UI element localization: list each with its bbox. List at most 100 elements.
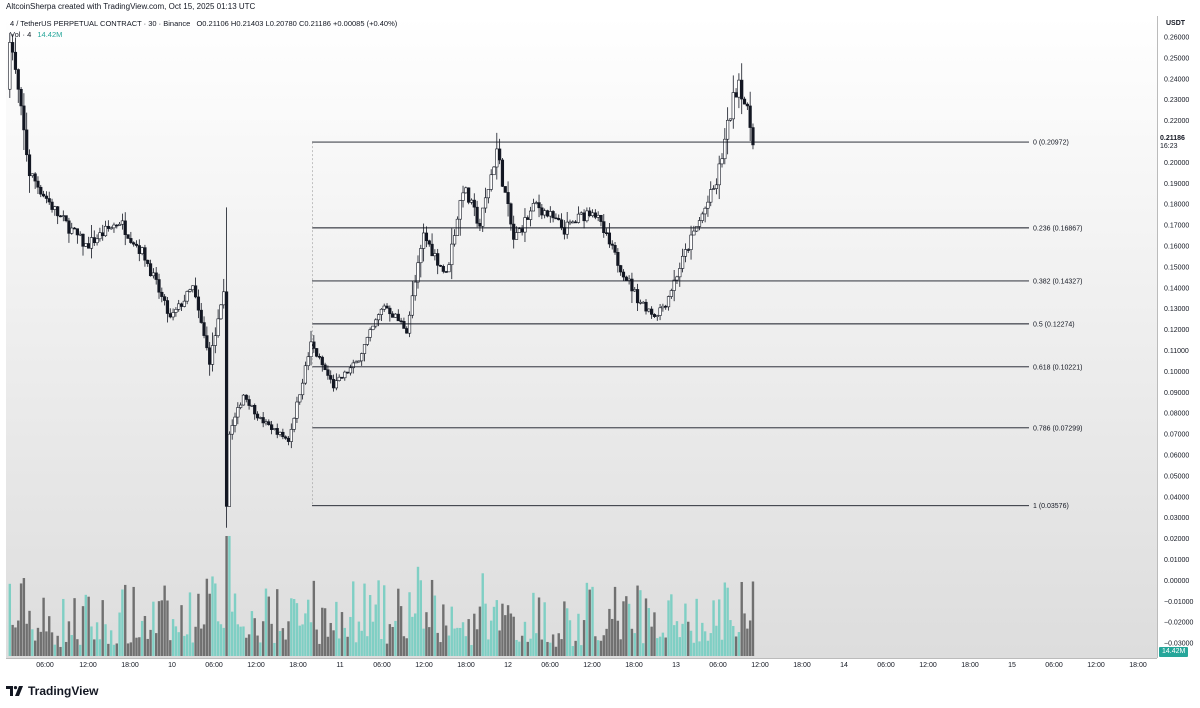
candle-body: [92, 237, 96, 244]
volume-bar: [115, 643, 118, 656]
volume-bar: [391, 626, 394, 656]
candle-body: [126, 234, 130, 239]
volume-bar: [8, 583, 12, 656]
candle-body: [87, 243, 91, 249]
chart-pane[interactable]: [6, 16, 1157, 672]
volume-bar: [276, 589, 279, 656]
volume-bar: [357, 621, 361, 656]
volume-bar: [374, 604, 377, 656]
price-tick-label: 0.04000: [1164, 494, 1189, 501]
currency-unit[interactable]: USDT: [1166, 20, 1186, 27]
candle-body: [56, 206, 60, 217]
candle-body: [509, 203, 513, 225]
candle-body: [745, 103, 749, 107]
candle-body: [171, 312, 175, 318]
symbol-legend: 4 / TetherUS PERPETUAL CONTRACT · 30 · B…: [10, 19, 397, 28]
volume-bar: [247, 634, 251, 656]
symbol-title[interactable]: 4 / TetherUS PERPETUAL CONTRACT · 30 · B…: [10, 19, 191, 28]
candle-body: [706, 201, 710, 209]
candle-body: [53, 206, 57, 210]
time-axis[interactable]: [6, 658, 1157, 673]
candle-body: [177, 303, 181, 310]
volume-bar: [678, 637, 681, 656]
candle-body: [371, 325, 375, 330]
volume-bar: [239, 626, 242, 656]
candle-body: [27, 154, 32, 177]
candle-body: [635, 289, 640, 304]
candle-body: [588, 210, 592, 216]
volume-bar: [157, 601, 161, 656]
candle-body: [697, 220, 702, 227]
volume-bar: [48, 616, 51, 656]
candle-body: [382, 305, 386, 310]
candle-body: [686, 249, 690, 251]
volume-bar: [543, 602, 546, 656]
volume-bar: [594, 636, 597, 656]
volume-bar: [473, 613, 476, 656]
volume-bar: [45, 631, 48, 656]
time-tick-label: 18:00: [961, 662, 979, 669]
candle-body: [179, 303, 184, 307]
volume-bar: [433, 595, 437, 656]
volume-bar: [656, 638, 659, 656]
time-tick-label: 06:00: [36, 662, 54, 669]
time-tick-label: 06:00: [205, 662, 223, 669]
candle-body: [447, 264, 451, 273]
candle-body: [275, 428, 279, 435]
volume-bar: [588, 589, 591, 656]
volume-bar: [292, 599, 296, 656]
time-tick-label: 12: [504, 662, 512, 669]
candle-body: [165, 300, 170, 314]
volume-bar: [95, 622, 99, 656]
candle-body: [185, 291, 189, 302]
volume-bar: [523, 621, 527, 656]
time-tick-label: 18:00: [625, 662, 643, 669]
volume-bar: [368, 595, 372, 656]
volume-bar: [307, 599, 310, 656]
volume-bar: [740, 581, 743, 656]
candle-body: [703, 207, 707, 215]
volume-bar: [17, 620, 20, 656]
candle-body: [351, 362, 355, 369]
volume-bar: [33, 640, 37, 656]
volume-bar: [388, 624, 392, 656]
price-tick-label: 0.17000: [1164, 223, 1189, 230]
volume-bar: [385, 643, 389, 656]
volume-bar: [703, 631, 707, 656]
candle-body: [593, 212, 597, 218]
candle-body: [402, 321, 406, 329]
candle-body: [683, 249, 688, 257]
volume-bar: [577, 613, 580, 656]
candle-body: [711, 188, 716, 190]
tradingview-logo[interactable]: TradingView: [6, 684, 98, 698]
candle-body: [633, 289, 637, 292]
volume-bar: [430, 579, 434, 656]
candle-body: [385, 305, 389, 309]
volume-label[interactable]: Vol · 4: [10, 30, 32, 39]
candle-body: [391, 313, 395, 318]
candle-body: [410, 295, 414, 316]
candle-body: [531, 203, 536, 212]
candle-body: [199, 309, 203, 323]
price-axis[interactable]: [1157, 16, 1195, 658]
volume-bar: [439, 642, 442, 656]
volume-bar: [464, 636, 468, 656]
volume-bar: [315, 629, 318, 656]
price-tick-label: 0.01000: [1164, 557, 1189, 564]
volume-bar: [304, 613, 307, 656]
price-tick-label: 0.19000: [1164, 181, 1189, 188]
volume-bar: [630, 628, 634, 656]
candle-body: [101, 232, 105, 237]
candle-body: [520, 228, 524, 233]
candle-body: [182, 300, 186, 307]
volume-bar: [309, 622, 313, 656]
tradingview-logo-icon: [6, 686, 23, 696]
volume-bar: [712, 600, 715, 656]
candle-body: [574, 221, 578, 224]
candle-body: [655, 315, 659, 317]
volume-bar: [399, 606, 403, 656]
candle-body: [295, 401, 299, 419]
volume-bar: [149, 629, 152, 656]
candle-body: [602, 221, 606, 233]
